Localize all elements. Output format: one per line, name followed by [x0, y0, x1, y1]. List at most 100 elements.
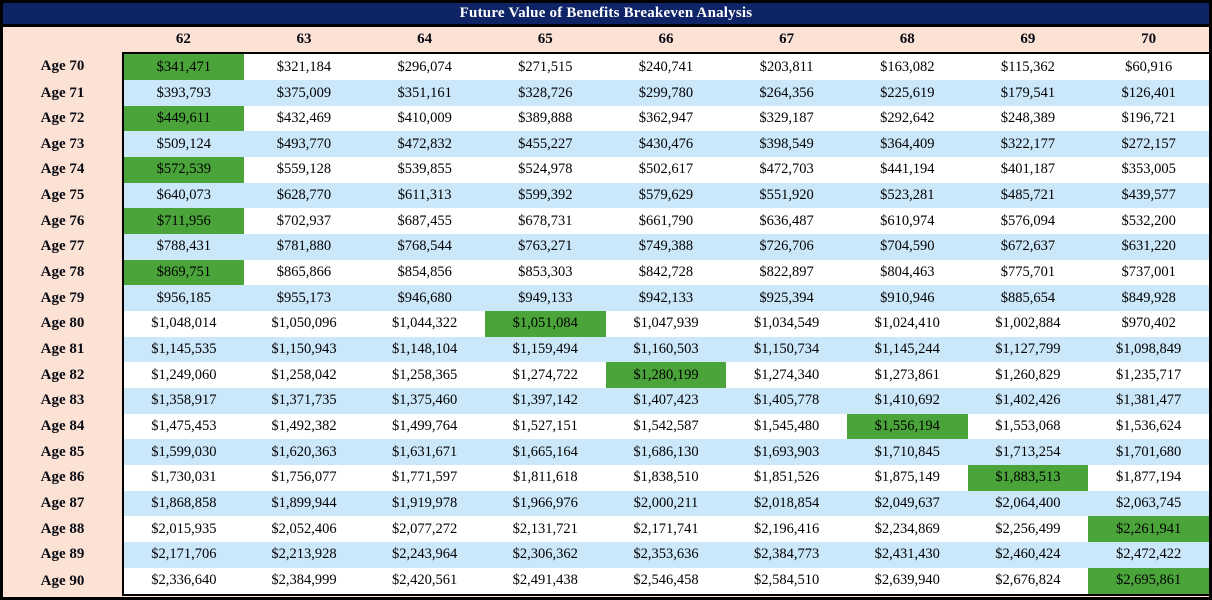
value-cell: $353,005 — [1088, 157, 1209, 183]
value-cell: $687,455 — [364, 208, 485, 235]
value-cell: $1,620,363 — [243, 439, 365, 466]
value-cell: $1,260,829 — [967, 362, 1089, 389]
value-cell: $925,394 — [726, 285, 847, 312]
value-cell: $781,880 — [243, 234, 365, 260]
value-cell: $702,937 — [243, 208, 365, 235]
value-cell: $1,701,680 — [1088, 439, 1209, 466]
value-cell: $1,274,340 — [726, 362, 847, 389]
value-cell-highlighted: $1,051,084 — [484, 311, 606, 337]
value-cell: $678,731 — [484, 208, 606, 235]
column-header-64: 64 — [364, 27, 485, 54]
value-cell: $775,701 — [967, 259, 1089, 286]
value-cell: $351,161 — [364, 80, 485, 106]
table-row: Age 86 $1,730,031 $1,756,077 $1,771,597 $1,8… — [3, 465, 1209, 491]
value-cell: $472,703 — [726, 157, 847, 183]
value-cell: $942,133 — [605, 285, 727, 312]
value-cell: $539,855 — [364, 157, 485, 183]
row-header-age-88: Age 88 — [3, 516, 123, 542]
value-cell: $1,545,480 — [726, 413, 847, 440]
value-cell: $1,407,423 — [605, 388, 727, 414]
value-cell: $271,515 — [484, 53, 606, 81]
value-cell: $1,044,322 — [364, 311, 485, 337]
value-cell: $2,018,854 — [726, 490, 847, 517]
row-header-age-82: Age 82 — [3, 362, 123, 389]
value-cell: $272,157 — [1088, 131, 1209, 158]
table-row: Age 80 $1,048,014 $1,050,096 $1,044,322 $1,0… — [3, 311, 1209, 337]
value-cell: $1,047,939 — [605, 311, 727, 337]
value-cell: $248,389 — [967, 105, 1089, 132]
value-cell-highlighted: $869,751 — [122, 259, 244, 286]
value-cell: $610,974 — [846, 208, 968, 235]
value-cell: $763,271 — [484, 234, 606, 260]
value-cell-highlighted: $449,611 — [122, 105, 244, 132]
row-header-age-80: Age 80 — [3, 311, 123, 337]
value-cell: $749,388 — [605, 234, 727, 260]
value-cell: $524,978 — [484, 157, 606, 183]
header-row: 62 63 64 65 66 67 68 69 70 — [3, 27, 1209, 54]
value-cell: $2,213,928 — [243, 541, 365, 568]
value-cell: $398,549 — [726, 131, 847, 158]
value-cell: $532,200 — [1088, 208, 1209, 235]
value-cell-highlighted: $788,431 — [122, 234, 244, 260]
value-cell: $849,928 — [1088, 285, 1209, 312]
value-cell: $1,258,365 — [364, 362, 485, 389]
row-header-age-78: Age 78 — [3, 259, 123, 286]
value-cell: $1,381,477 — [1088, 388, 1209, 414]
value-cell: $842,728 — [605, 259, 727, 286]
table-title: Future Value of Benefits Breakeven Analy… — [3, 3, 1209, 27]
table-row: Age 79 $956,185 $955,173 $946,680 $949,133 $9… — [3, 285, 1209, 312]
value-cell: $1,098,849 — [1088, 336, 1209, 363]
table-row: Age 87 $1,868,858 $1,899,944 $1,919,978 $1,9… — [3, 490, 1209, 517]
row-header-age-84: Age 84 — [3, 413, 123, 440]
value-cell: $321,184 — [243, 53, 365, 81]
value-cell: $2,676,824 — [967, 567, 1089, 597]
row-header-age-75: Age 75 — [3, 182, 123, 209]
value-cell: $1,475,453 — [122, 413, 244, 440]
value-cell: $2,546,458 — [605, 567, 727, 597]
row-header-age-83: Age 83 — [3, 388, 123, 414]
value-cell: $329,187 — [726, 105, 847, 132]
value-cell: $885,654 — [967, 285, 1089, 312]
value-cell: $1,150,943 — [243, 336, 365, 363]
value-cell: $1,665,164 — [484, 439, 606, 466]
value-cell-highlighted: $2,695,861 — [1088, 567, 1209, 597]
value-cell: $559,128 — [243, 157, 365, 183]
value-cell-highlighted: $1,713,254 — [967, 439, 1089, 466]
value-cell-highlighted: $393,793 — [122, 80, 244, 106]
value-cell: $631,220 — [1088, 234, 1209, 260]
value-cell: $804,463 — [846, 259, 968, 286]
value-cell: $432,469 — [243, 105, 365, 132]
value-cell: $1,877,194 — [1088, 465, 1209, 491]
value-cell: $1,631,671 — [364, 439, 485, 466]
value-cell: $472,832 — [364, 131, 485, 158]
value-cell-highlighted: $1,883,513 — [967, 465, 1089, 491]
value-cell-highlighted: $956,185 — [122, 285, 244, 312]
value-cell: $439,577 — [1088, 182, 1209, 209]
value-cell: $1,397,142 — [484, 388, 606, 414]
value-cell: $1,358,917 — [122, 388, 244, 414]
table-row: Age 72 $449,611 $432,469 $410,009 $389,888 $3… — [3, 105, 1209, 132]
value-cell: $196,721 — [1088, 105, 1209, 132]
value-cell: $1,159,494 — [484, 336, 606, 363]
value-cell: $179,541 — [967, 80, 1089, 106]
value-cell-highlighted: $1,410,692 — [846, 388, 968, 414]
value-cell: $389,888 — [484, 105, 606, 132]
value-cell: $126,401 — [1088, 80, 1209, 106]
value-cell: $853,303 — [484, 259, 606, 286]
value-cell: $296,074 — [364, 53, 485, 81]
value-cell: $1,499,764 — [364, 413, 485, 440]
value-cell: $2,256,499 — [967, 516, 1089, 542]
value-cell: $485,721 — [967, 182, 1089, 209]
value-cell: $611,313 — [364, 182, 485, 209]
value-cell: $410,009 — [364, 105, 485, 132]
value-cell: $1,150,734 — [726, 336, 847, 363]
value-cell: $1,710,845 — [846, 439, 968, 466]
value-cell: $1,148,104 — [364, 336, 485, 363]
value-cell: $2,460,424 — [967, 541, 1089, 568]
value-cell: $1,375,460 — [364, 388, 485, 414]
value-cell: $299,780 — [605, 80, 727, 106]
value-cell: $1,553,068 — [967, 413, 1089, 440]
value-cell: $2,000,211 — [605, 490, 727, 517]
value-cell: $865,866 — [243, 259, 365, 286]
value-cell: $1,966,976 — [484, 490, 606, 517]
